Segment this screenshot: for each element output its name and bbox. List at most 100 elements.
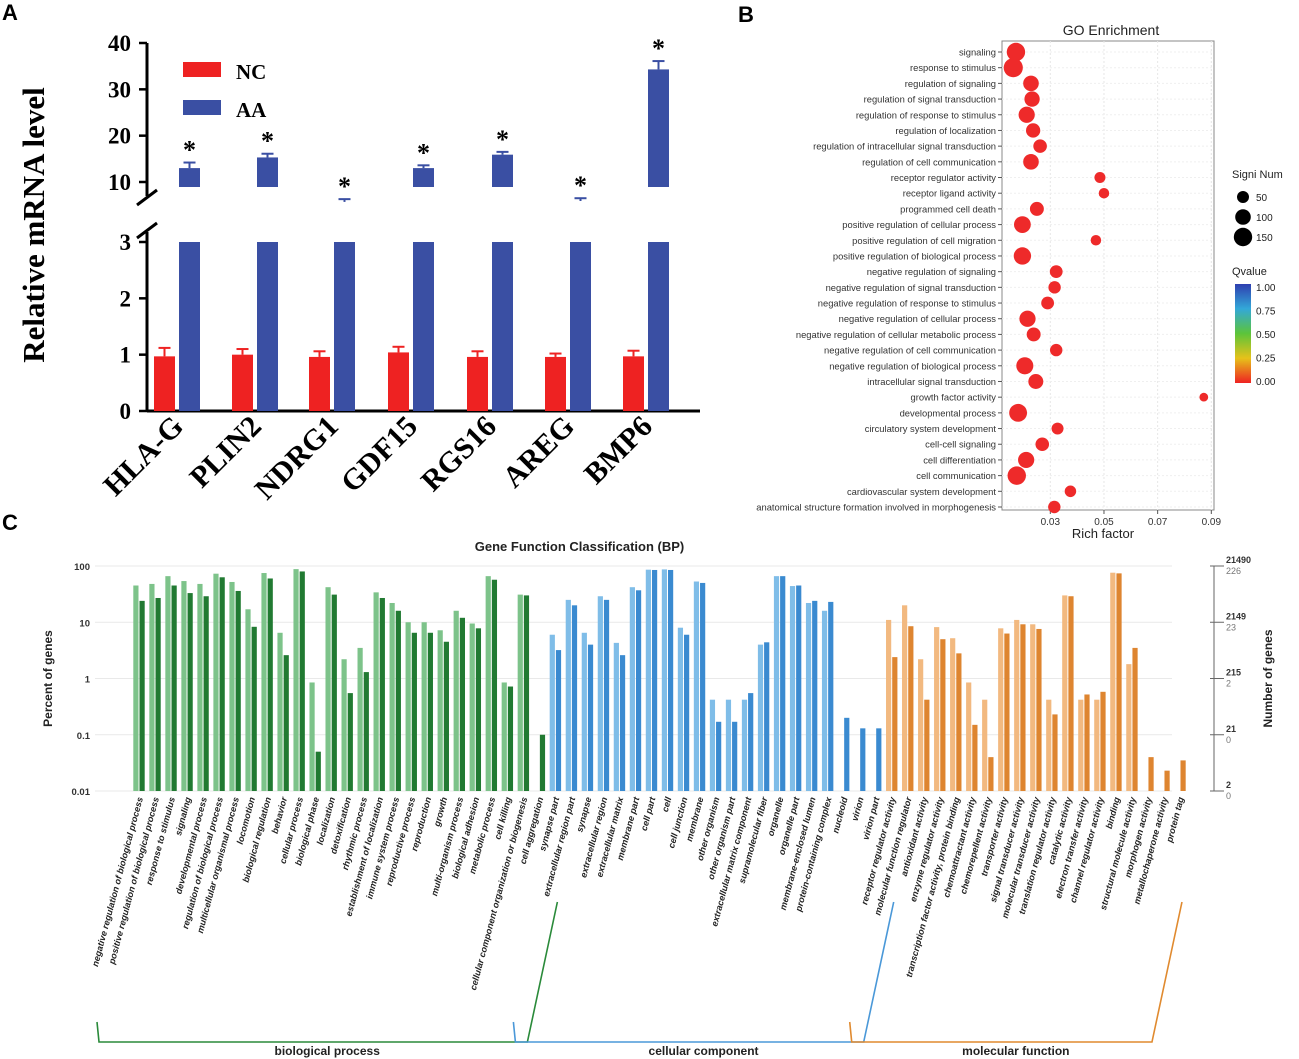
bar-light [389, 602, 395, 791]
go-point [1090, 235, 1102, 246]
bar-dark [363, 672, 369, 791]
y-tick-label: 2 [120, 286, 132, 311]
panel-a-chart: 0 1 2 3 10 20 30 40 Relative mRNA level NC AA * HLA-… [16, 31, 700, 506]
bar-dark [331, 594, 337, 791]
go-point [1098, 187, 1110, 199]
chart-title: GO Enrichment [1063, 22, 1160, 38]
category-label: binding [1104, 795, 1122, 829]
legend-label-nc: NC [236, 60, 266, 84]
group-label: cellular component [649, 1044, 759, 1058]
bar-light [1062, 595, 1068, 791]
bar-dark [668, 569, 674, 791]
bar-aa-upper-gdf15 [413, 168, 434, 187]
bar-light [982, 699, 988, 791]
go-term-label: receptor ligand activity [903, 188, 997, 199]
go-point [1199, 392, 1209, 402]
go-term-label: negative regulation of cellular metaboli… [796, 329, 996, 340]
go-point [1048, 500, 1061, 514]
bar-light [966, 682, 972, 791]
bar-light [373, 592, 379, 791]
bar-dark [555, 650, 562, 791]
right-tick-label: 215 [1226, 668, 1241, 678]
color-legend-label: 1.00 [1256, 283, 1276, 294]
y-tick-label: 40 [108, 31, 131, 56]
bar-dark [411, 632, 417, 791]
go-point [1051, 422, 1064, 435]
go-term-label: positive regulation of cellular process [842, 219, 996, 230]
bar-aa-lower-rgs16 [492, 242, 513, 411]
bar-light [549, 634, 555, 791]
go-point [1028, 374, 1044, 389]
bar-light [661, 569, 667, 791]
go-point [1013, 247, 1032, 265]
go-term-label: developmental process [900, 407, 997, 418]
bar-dark [1052, 714, 1058, 791]
bar-light [597, 596, 603, 791]
bar-dark [571, 605, 578, 791]
category-label: RGS16 [415, 410, 503, 498]
bar-dark [892, 657, 898, 791]
category-label: virion [850, 795, 866, 822]
go-term-label: cell-cell signaling [925, 439, 996, 450]
category-label: GDF15 [335, 410, 424, 499]
bar-dark [139, 600, 145, 791]
bar-dark [267, 578, 273, 791]
bar-light [805, 602, 812, 791]
bar-dark [1100, 691, 1106, 791]
legend-swatch-nc [183, 62, 221, 77]
bar-dark [716, 721, 722, 791]
bar-aa-lower-areg [570, 242, 591, 411]
bar-dark [283, 655, 289, 791]
bar-dark [828, 601, 834, 791]
bar-light [918, 659, 924, 791]
right-tick-label-sub: 226 [1226, 566, 1241, 576]
go-term-label: regulation of signaling [905, 78, 996, 89]
category-label: HLA-G [97, 410, 190, 503]
category-label: BMP6 [578, 410, 659, 491]
chart-title: Gene Function Classification (BP) [475, 539, 684, 554]
bar-light [501, 682, 507, 791]
right-tick-label-sub: 2 [1226, 679, 1231, 689]
bar-light [245, 609, 251, 791]
bar-light [1094, 699, 1100, 791]
bar-aa-lower-plin2 [257, 242, 278, 411]
x-axis-label: Rich factor [1072, 526, 1135, 541]
panel-label-a: A [2, 0, 18, 25]
go-term-label: anatomical structure formation involved … [756, 502, 996, 513]
bar-light [277, 632, 283, 791]
left-tick-label: 100 [74, 562, 90, 573]
bar-dark [748, 693, 754, 791]
bar-light [1126, 664, 1132, 791]
bar-light [309, 682, 315, 791]
go-point [1019, 310, 1036, 327]
go-term-label: programmed cell death [900, 203, 996, 214]
bar-dark [299, 571, 305, 791]
significance-star: * [496, 125, 509, 154]
group-bracket [96, 901, 559, 1043]
go-point [1026, 327, 1041, 342]
go-term-label: negative regulation of signal transducti… [826, 282, 996, 293]
bar-light [629, 587, 635, 791]
bar-light [469, 623, 475, 791]
panel-label-b: B [738, 2, 754, 27]
category-label: AREG [496, 410, 581, 495]
bar-dark [587, 644, 594, 791]
y-axis-label-right: Number of genes [1261, 629, 1275, 727]
go-point [1064, 485, 1077, 498]
go-term-label: negative regulation of biological proces… [829, 360, 996, 371]
bar-light [1046, 699, 1052, 791]
x-tick-label: 0.05 [1094, 517, 1114, 528]
bar-dark [988, 757, 994, 791]
go-point [1009, 403, 1028, 422]
bar-dark [1036, 628, 1042, 791]
go-point [1033, 139, 1047, 153]
go-term-label: negative regulation of cellular process [839, 313, 997, 324]
left-tick-label: 0.1 [77, 731, 91, 742]
significance-star: * [183, 136, 196, 165]
bar-aa-upper-rgs16 [492, 154, 513, 187]
bar-dark [523, 595, 530, 791]
go-point [1024, 91, 1040, 107]
size-legend-label: 100 [1256, 213, 1273, 224]
bar-light [886, 619, 892, 791]
go-point [1094, 171, 1106, 184]
